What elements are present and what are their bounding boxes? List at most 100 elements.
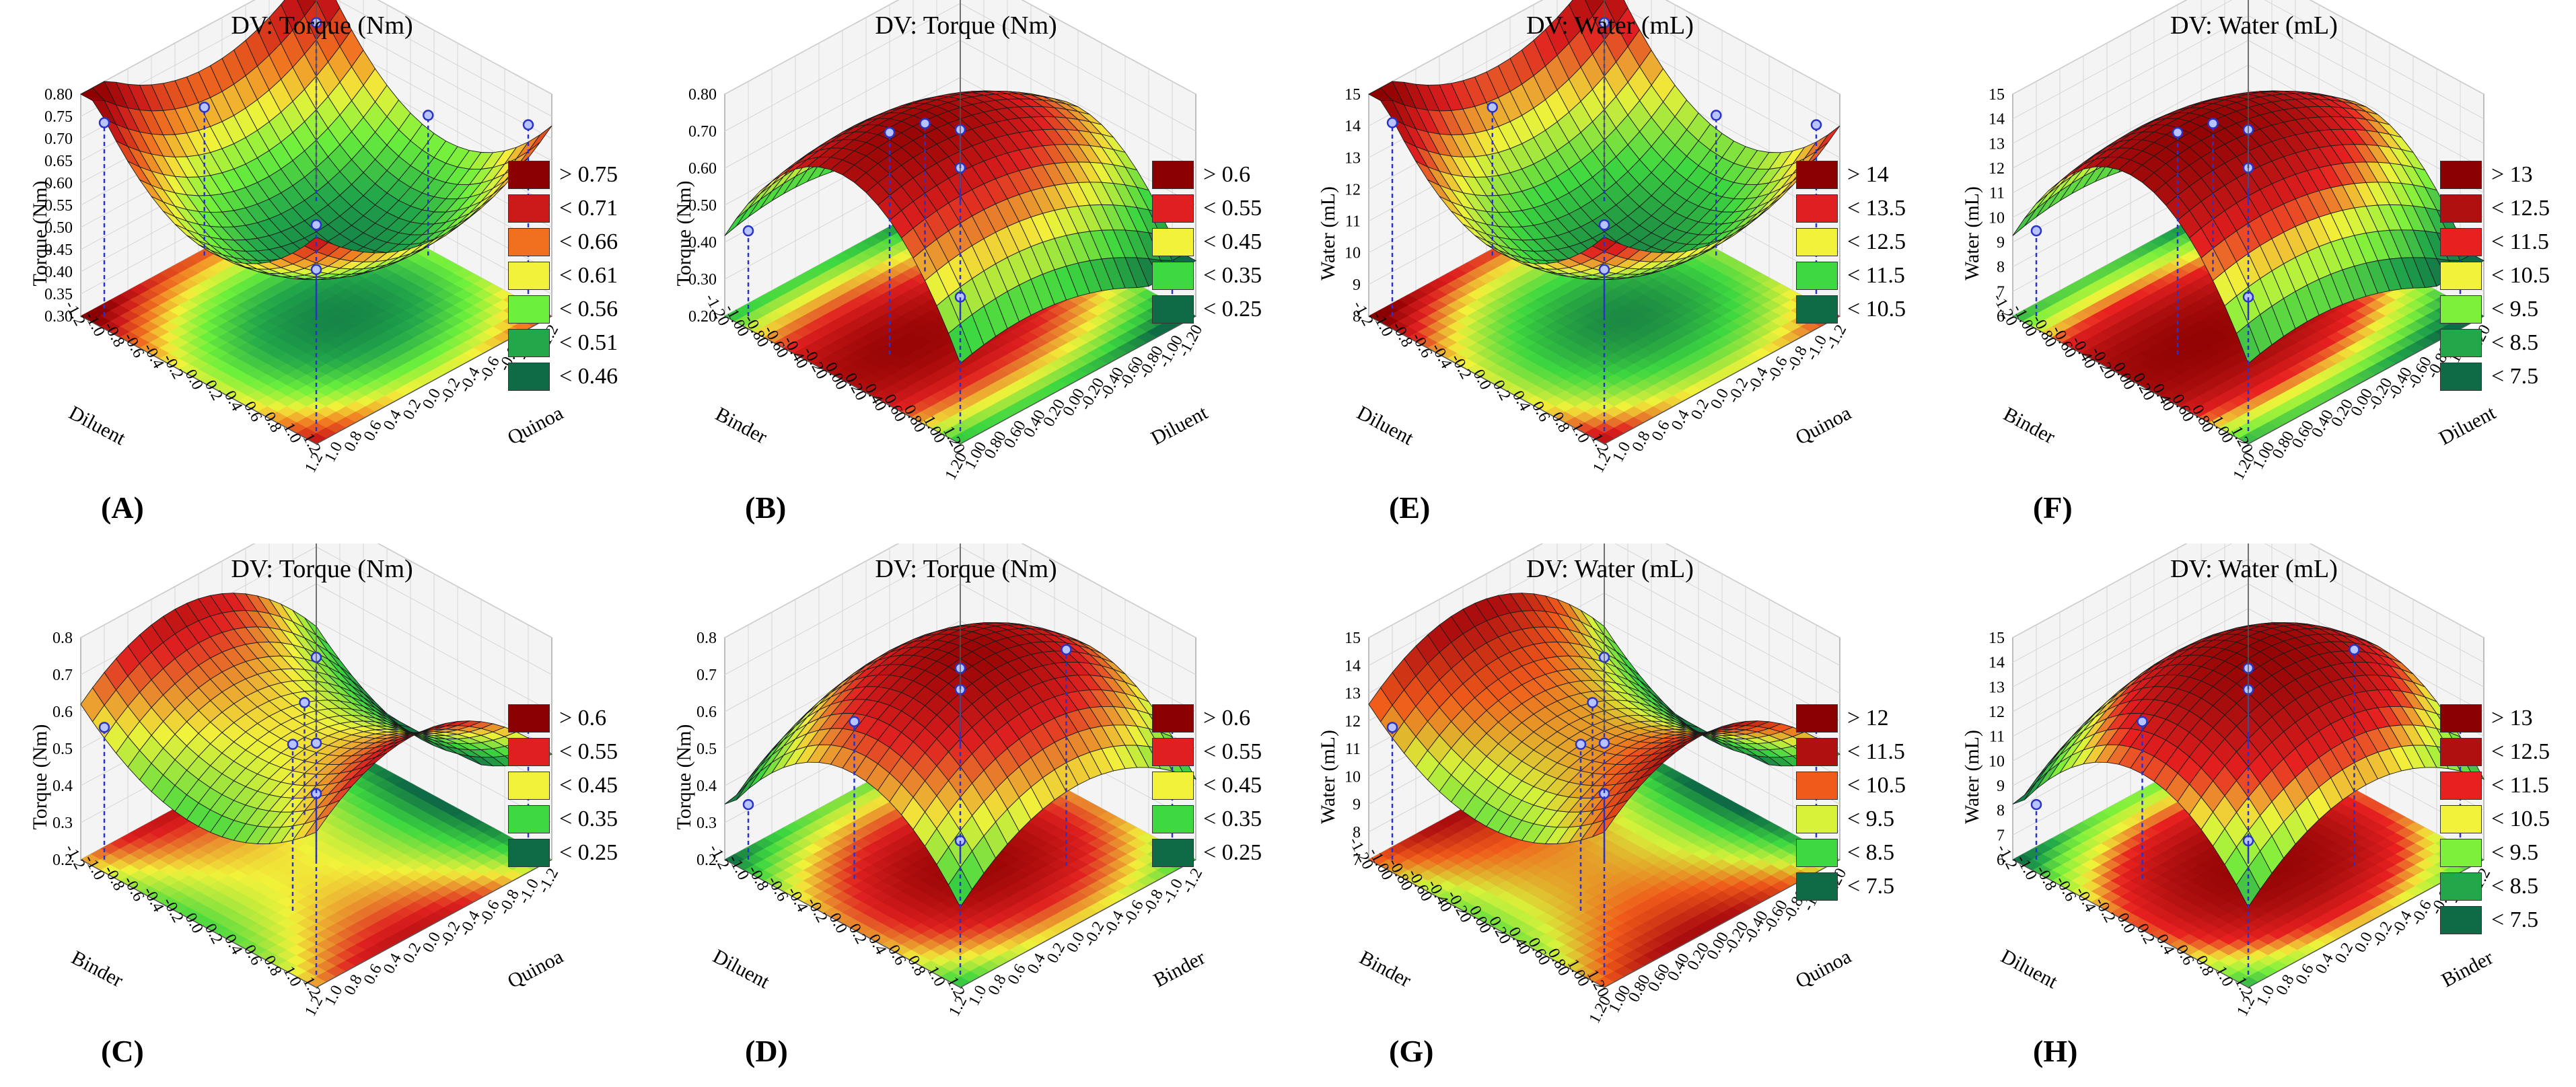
legend-swatch [2440,228,2482,256]
legend-swatch [1152,228,1194,256]
surface-plot-c: 0.20.30.40.50.60.70.81.21.00.80.60.40.20… [52,544,567,1019]
design-point [1598,264,1610,275]
y-axis-name: Binder [712,403,771,448]
floor-edge [1368,315,1840,445]
legend-label: < 10.5 [2491,263,2550,288]
z-tick-label: 10 [1345,245,1361,262]
box-edges [2012,0,2484,445]
surface-plot-e: 891011121314151.21.00.80.60.40.20.0-0.2-… [1345,0,1855,476]
x-axis-name: Quinoa [504,402,567,449]
z-tick-label: 0.50 [44,219,73,237]
design-point [310,264,322,275]
legend-label: < 0.35 [1203,263,1262,288]
design-point [742,225,754,237]
z-axis-label: Torque (Nm) [29,180,51,287]
z-tick-label: 0.60 [688,160,717,178]
legend-label: > 0.75 [559,162,618,187]
legend-entry: < 0.35 [1152,259,1262,293]
legend-label: < 0.61 [559,263,618,288]
legend-entry: < 9.5 [2440,293,2550,326]
design-point [1598,219,1610,231]
legend-label: < 0.66 [559,229,618,254]
legend-entry: < 0.66 [508,225,618,259]
panel-label: (F) [2033,490,2073,525]
legend-swatch [508,295,550,324]
z-tick-label: 15 [1989,86,2005,104]
legend-swatch [508,161,550,189]
legend-swatch [2440,194,2482,223]
box-edges [80,0,552,445]
design-point [1386,117,1398,128]
wall-grid-line [1368,0,1840,126]
panel-f: 6 7 8 9 10 11 12 13 14 15 1.20 1.00 0.80 0.60 0.40 0.20… [1932,0,2576,544]
legend-entry: < 8.5 [2440,326,2550,360]
z-tick-label: 14 [1989,111,2005,128]
design-point [1711,110,1722,121]
legend-label: < 0.55 [1203,196,1262,221]
legend-entry: < 7.5 [2440,360,2550,393]
legend-label: < 8.5 [2491,330,2539,355]
surface-plot-b: 0.200.300.400.500.600.700.801.201.000.80… [688,0,1212,483]
floor-edge [724,315,1196,445]
color-legend: > 0.6 < 0.55 < 0.45 < 0.35 < 0.25 [1152,158,1262,326]
legend-swatch [2440,295,2482,324]
z-tick-label: 10 [1989,209,2005,227]
z-tick-label: 8 [1353,308,1361,326]
z-tick-label: 0.40 [44,264,73,281]
legend-swatch [508,194,550,223]
z-tick-label: 8 [1997,259,2005,276]
chart-title: DV: Water (mL) [2170,11,2338,40]
z-axis-label: Torque (Nm) [673,180,695,287]
surface-mesh [2012,90,2484,365]
panel-b: 0.20 0.30 0.40 0.50 0.60 0.70 0.80 1.20 1.00 0.80… [644,0,1288,544]
legend-swatch [508,262,550,290]
color-legend: > 14 < 13.5 < 12.5 < 11.5 < 10.5 [1796,158,1906,326]
z-tick-label: 0.80 [688,86,717,104]
z-tick-label: 11 [1345,213,1361,231]
z-tick-label: 0.40 [688,234,717,252]
wall-grid-line [724,0,1196,95]
panel-label: (A) [101,490,144,525]
legend-swatch [508,228,550,256]
wall-grid-line [80,0,552,95]
legend-label: < 0.25 [1203,297,1262,322]
z-ticks: 0.200.300.400.500.600.700.80 [688,86,717,326]
design-point [199,102,210,113]
legend-entry: < 0.51 [508,326,618,360]
z-tick-label: 0.80 [44,86,73,104]
legend-entry: < 13.5 [1796,192,1906,225]
z-tick-label: 0.20 [688,308,717,326]
z-tick-label: 0.35 [44,286,73,303]
legend-swatch [1796,228,1838,256]
y-axis-name: Diluent [65,402,130,450]
floor-edge [80,315,552,445]
design-point [884,126,896,139]
legend-swatch [2440,329,2482,357]
design-point [423,110,434,121]
design-point [98,117,110,128]
legend-swatch [1796,194,1838,223]
design-point [919,118,931,129]
legend-swatch [508,329,550,357]
z-tick-label: 0.45 [44,241,73,259]
legend-label: < 12.5 [2491,196,2550,221]
surface-mesh [80,593,552,844]
legend-entry: < 10.5 [2440,259,2550,293]
legend-label: < 11.5 [1847,263,1905,288]
z-tick-label: 0.50 [688,197,717,215]
legend-label: < 0.51 [559,330,618,355]
box-edges [724,0,1196,445]
wall-grid-line [2012,0,2484,95]
design-point [2172,126,2184,139]
legend-label: < 11.5 [2491,229,2549,254]
legend-entry: < 11.5 [2440,225,2550,259]
design-point [1810,119,1822,130]
panel-c: 0.2 0.3 0.4 0.5 0.6 0.7 0.8 1.2 1.0 0.8 0.6 0.4 0.2 0… [0,544,644,1087]
legend-label: < 9.5 [2491,297,2539,322]
legend-label: > 0.6 [1203,162,1251,187]
z-tick-label: 13 [1989,135,2005,153]
legend-swatch [1152,295,1194,324]
legend-entry: < 0.25 [1152,293,1262,326]
panel-e: 8 9 10 11 12 13 14 15 1.2 1.0 0.8 0.6 0.4 0.2 0.0 -0.2-… [1288,0,1932,544]
